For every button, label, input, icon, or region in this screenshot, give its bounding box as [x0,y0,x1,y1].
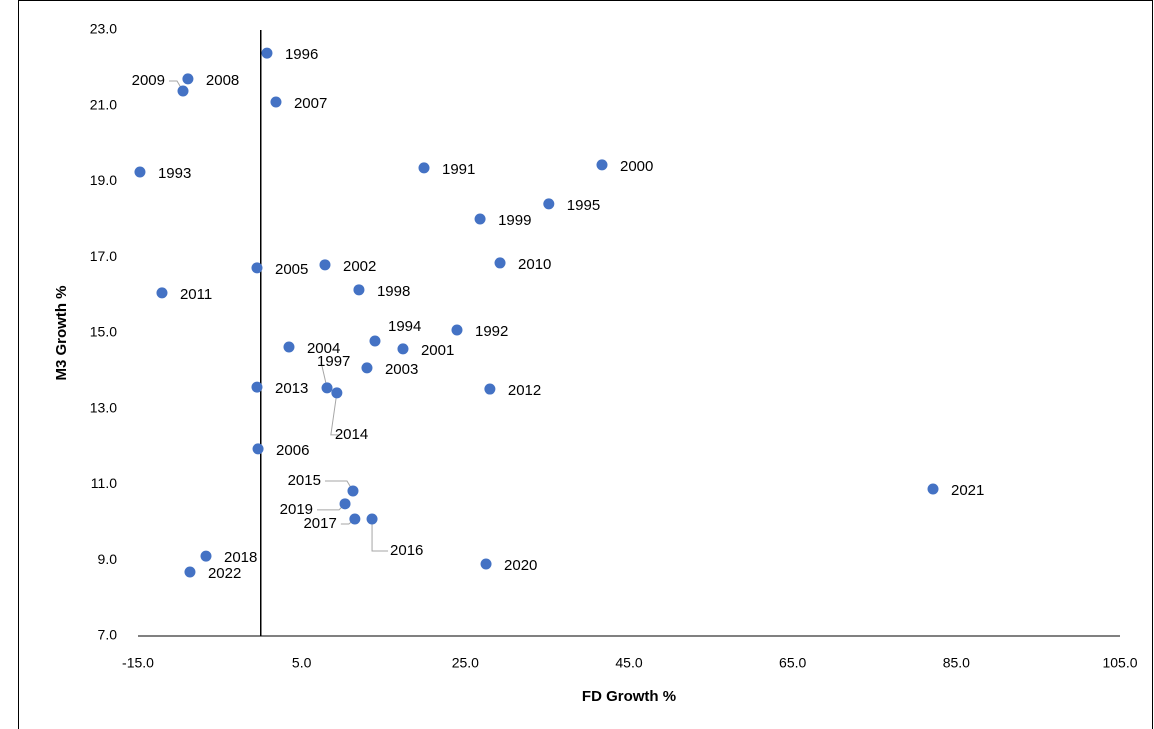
point-label: 2010 [518,256,551,273]
point-label: 2009 [132,72,165,89]
point [339,498,351,510]
point [494,257,506,269]
y-tick-label: 13.0 [90,399,117,415]
point-label: 2001 [421,342,454,359]
y-tick-label: 19.0 [90,172,117,188]
point-label: 2002 [343,258,376,275]
point-label: 2013 [275,380,308,397]
point [418,162,430,174]
point [366,513,378,525]
point-label: 1995 [567,197,600,214]
y-tick-label: 7.0 [98,627,118,643]
point-label: 2019 [280,501,313,518]
point-label: 1993 [158,165,191,182]
point [251,262,263,274]
point [270,96,282,108]
point-label: 1998 [377,283,410,300]
point-label: 2003 [385,361,418,378]
point-label: 2022 [208,565,241,582]
y-tick-label: 9.0 [98,551,118,567]
point [283,341,295,353]
point [261,47,273,59]
point-label: 2014 [335,426,368,443]
chart-frame [18,0,1153,729]
point-label: 2007 [294,95,327,112]
point [369,335,381,347]
point-label: 2020 [504,557,537,574]
point [484,383,496,395]
point [596,159,608,171]
point [184,566,196,578]
point [480,558,492,570]
point [252,443,264,455]
point-label: 2004 [307,340,340,357]
x-tick-label: 25.0 [452,655,479,671]
point [134,166,146,178]
point [331,387,343,399]
point-label: 1996 [285,46,318,63]
y-tick-label: 17.0 [90,248,117,264]
point [177,85,189,97]
point [353,284,365,296]
x-axis-title: FD Growth % [582,688,676,705]
point-label: 1997 [317,353,350,370]
x-tick-label: 105.0 [1102,655,1137,671]
x-tick-label: -15.0 [122,655,154,671]
y-tick-label: 21.0 [90,96,117,112]
point-label: 2012 [508,382,541,399]
point [451,324,463,336]
point-label: 2008 [206,72,239,89]
point-label: 2017 [303,515,336,532]
point-label: 1994 [388,318,421,335]
leader-line [371,518,389,552]
point-label: 1992 [475,323,508,340]
point-label: 2006 [276,442,309,459]
point [543,198,555,210]
point [251,381,263,393]
point-label: 2005 [275,261,308,278]
point [321,382,333,394]
point [319,259,331,271]
point [182,73,194,85]
point [347,485,359,497]
point [200,550,212,562]
point-label: 2011 [180,286,212,303]
y-axis-title: M3 Growth % [53,285,70,380]
point-label: 2000 [620,158,653,175]
point [361,362,373,374]
y-tick-label: 15.0 [90,324,117,340]
point-label: 2015 [288,472,321,489]
point-label: 2021 [951,482,984,499]
point-label: 1991 [442,161,475,178]
x-tick-label: 85.0 [943,655,970,671]
point [156,287,168,299]
x-tick-label: 65.0 [779,655,806,671]
point [474,213,486,225]
point [349,513,361,525]
x-tick-label: 45.0 [615,655,642,671]
x-tick-label: 5.0 [292,655,312,671]
y-tick-label: 11.0 [91,475,117,491]
point [927,483,939,495]
point-label: 2018 [224,549,257,566]
y-tick-label: 23.0 [90,21,117,37]
point-label: 2016 [390,542,423,559]
point [397,343,409,355]
leader-line [330,392,339,436]
point-label: 1999 [498,212,531,229]
